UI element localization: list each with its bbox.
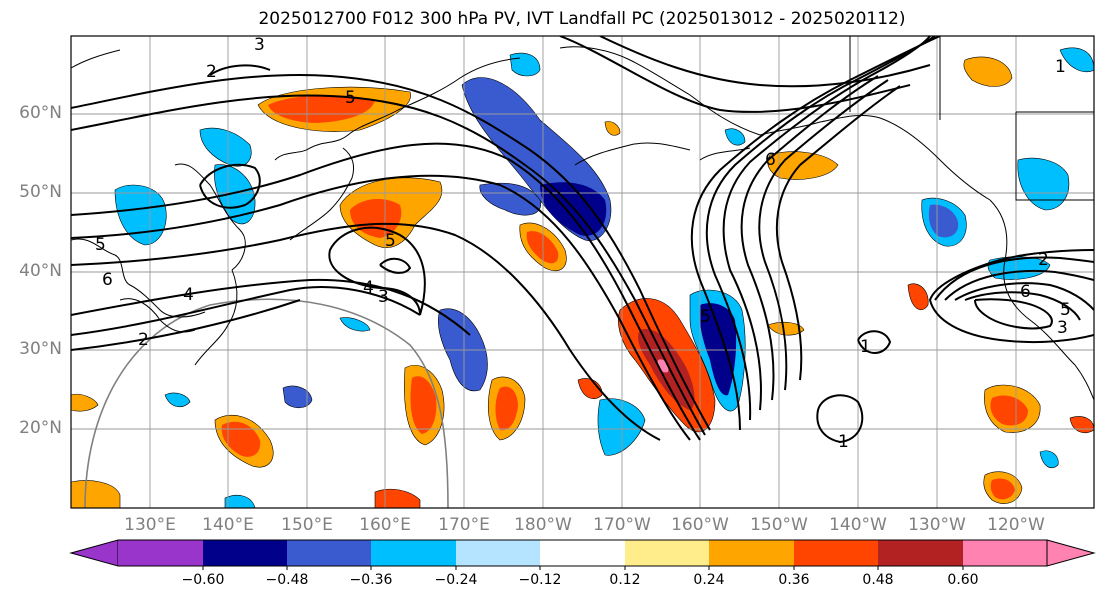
- contour-label: 5: [95, 235, 106, 255]
- lon-label: 140°E: [202, 515, 254, 535]
- lon-label: 160°E: [359, 515, 411, 535]
- colorbar-swatch: [709, 540, 794, 566]
- colorbar-tick-label: −0.12: [518, 572, 562, 588]
- colorbar-tick-label: 0.60: [947, 572, 979, 588]
- colorbar-tick-label: 0.48: [862, 572, 894, 588]
- map-title: 2025012700 F012 300 hPa PV, IVT Landfall…: [258, 9, 906, 29]
- colorbar-extend-low: [69, 539, 119, 567]
- colorbar: [69, 539, 1096, 570]
- contour-label: 5: [345, 88, 356, 108]
- lon-label: 130°W: [908, 515, 966, 535]
- lon-label: 150°E: [281, 515, 333, 535]
- contour-label: 3: [378, 287, 389, 307]
- colorbar-swatch: [878, 540, 963, 566]
- contour-label: 2: [206, 62, 217, 82]
- colorbar-swatch: [794, 540, 878, 566]
- height-contours: [71, 36, 1094, 444]
- lat-label: 40°N: [19, 261, 62, 281]
- coastlines: [71, 36, 1094, 401]
- lon-label: 140°W: [829, 515, 887, 535]
- colorbar-tick-label: −0.60: [181, 572, 225, 588]
- colorbar-swatch: [625, 540, 709, 566]
- lon-label: 120°W: [987, 515, 1045, 535]
- colorbar-tick-label: 0.36: [778, 572, 810, 588]
- contour-label: 4: [363, 278, 374, 298]
- lon-label: 130°E: [124, 515, 176, 535]
- lon-label: 170°E: [438, 515, 490, 535]
- contour-label: 1: [860, 337, 871, 357]
- colorbar-swatch: [963, 540, 1047, 566]
- contour-label: 5: [1060, 300, 1071, 320]
- contour-label: 5: [700, 307, 711, 327]
- contour-label: 3: [254, 35, 265, 55]
- contour-labels: 3 2 5 5 6 4 3 4 5 2 5 6 1 1 2 6 5 3 1: [95, 35, 1071, 452]
- colorbar-swatch: [540, 540, 625, 566]
- colorbar-swatch: [203, 540, 287, 566]
- map-border: [70, 35, 1095, 509]
- lat-label: 20°N: [19, 418, 62, 438]
- lon-label: 160°W: [671, 515, 729, 535]
- lat-label: 60°N: [19, 103, 62, 123]
- colorbar-swatch: [287, 540, 371, 566]
- contour-label: 3: [1057, 318, 1068, 338]
- contour-label: 2: [138, 330, 149, 350]
- contour-label: 4: [183, 285, 194, 305]
- colorbar-extend-high: [1046, 539, 1096, 567]
- graticule: [71, 36, 1094, 508]
- colorbar-tick-label: 0.12: [609, 572, 641, 588]
- contour-label: 1: [838, 432, 849, 452]
- contour-label: 1: [1055, 57, 1066, 77]
- colorbar-swatch: [371, 540, 456, 566]
- colorbar-swatch: [118, 540, 203, 566]
- contour-label: 6: [102, 270, 113, 290]
- lon-label: 150°W: [750, 515, 808, 535]
- colorbar-tick-label: −0.48: [265, 572, 309, 588]
- lat-label: 50°N: [19, 182, 62, 202]
- contour-label: 2: [1038, 250, 1049, 270]
- colorbar-swatch: [456, 540, 540, 566]
- pv-anomaly-shading: [71, 47, 1094, 508]
- colorbar-tick-label: 0.24: [693, 572, 725, 588]
- contour-label: 6: [1020, 282, 1031, 302]
- contour-label: 5: [385, 231, 396, 251]
- colorbar-tick-label: −0.24: [434, 572, 478, 588]
- lon-label: 180°W: [514, 515, 572, 535]
- landfall-region-circle: [84, 298, 449, 508]
- colorbar-tick-label: −0.36: [349, 572, 393, 588]
- contour-label: 6: [765, 150, 776, 170]
- lon-label: 170°W: [593, 515, 651, 535]
- lat-label: 30°N: [19, 339, 62, 359]
